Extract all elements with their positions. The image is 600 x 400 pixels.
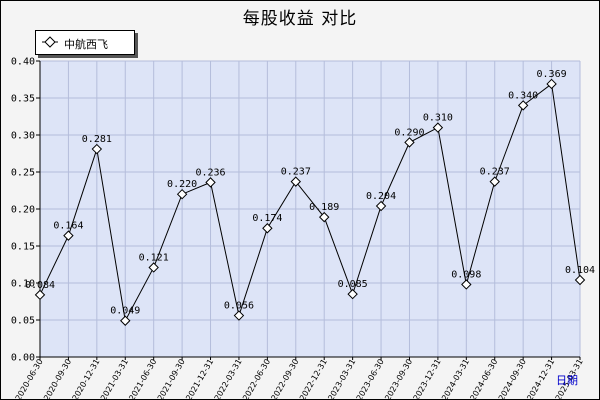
x-tick-label: 2024-09-30 — [497, 358, 528, 400]
data-label: 0.164 — [53, 221, 83, 232]
x-tick-label: 2024-12-31 — [525, 358, 556, 400]
data-label: 0.236 — [195, 167, 225, 178]
x-tick-label: 2023-09-30 — [383, 358, 414, 400]
x-tick-label: 2022-09-30 — [269, 358, 300, 400]
x-tick-label: 2022-03-31 — [213, 358, 244, 400]
data-label: 0.049 — [110, 306, 140, 317]
x-tick-label: 2022-06-30 — [241, 358, 272, 400]
y-tick-label: 0.35 — [11, 94, 35, 105]
x-tick-label: 2022-12-31 — [298, 358, 329, 400]
data-label: 0.369 — [537, 69, 567, 80]
data-label: 0.084 — [25, 280, 55, 291]
x-tick-label: 2023-03-31 — [326, 358, 357, 400]
x-axis-ticks: 2020-06-302020-09-302020-12-312021-03-31… — [14, 357, 585, 400]
data-label: 0.281 — [82, 134, 112, 145]
x-tick-label: 2020-12-31 — [71, 358, 102, 400]
y-tick-label: 0.30 — [11, 131, 35, 142]
chart-title: 每股收益 对比 — [0, 4, 600, 29]
y-tick-label: 0.20 — [11, 205, 35, 216]
x-tick-label: 2021-03-31 — [99, 358, 130, 400]
data-label: 0.085 — [338, 279, 368, 290]
data-label: 0.204 — [366, 191, 396, 202]
data-label: 0.310 — [423, 113, 453, 124]
y-axis-ticks: 0.000.050.100.150.200.250.300.350.40 — [11, 57, 40, 364]
x-axis-label: 日期 — [556, 372, 578, 388]
x-tick-label: 2021-06-30 — [127, 358, 158, 400]
data-label: 0.189 — [309, 202, 339, 213]
data-label: 0.340 — [508, 90, 538, 101]
data-label: 0.220 — [167, 179, 197, 190]
x-tick-label: 2023-06-30 — [355, 358, 386, 400]
x-tick-label: 2024-03-31 — [440, 358, 471, 400]
legend-label: 中航西飞 — [64, 36, 108, 52]
data-label: 0.098 — [451, 269, 481, 280]
y-tick-label: 0.05 — [11, 316, 35, 327]
x-tick-label: 2020-09-30 — [42, 358, 73, 400]
data-label: 0.290 — [394, 127, 424, 138]
legend: 中航西飞 — [35, 30, 135, 55]
data-label: 0.104 — [565, 265, 595, 276]
x-tick-label: 2020-06-30 — [14, 358, 45, 400]
data-label: 0.056 — [224, 301, 254, 312]
x-tick-label: 2021-09-30 — [156, 358, 187, 400]
x-tick-label: 2021-12-31 — [184, 358, 215, 400]
legend-marker-icon — [42, 35, 58, 49]
y-tick-label: 0.00 — [11, 353, 35, 364]
data-label: 0.237 — [281, 167, 311, 178]
data-label: 0.237 — [480, 167, 510, 178]
data-label: 0.121 — [139, 252, 169, 263]
y-tick-label: 0.15 — [11, 242, 35, 253]
y-tick-label: 0.25 — [11, 168, 35, 179]
data-label: 0.174 — [252, 213, 282, 224]
x-tick-label: 2024-06-30 — [468, 357, 499, 400]
y-tick-label: 0.40 — [11, 57, 35, 68]
x-tick-label: 2023-12-31 — [412, 358, 443, 400]
